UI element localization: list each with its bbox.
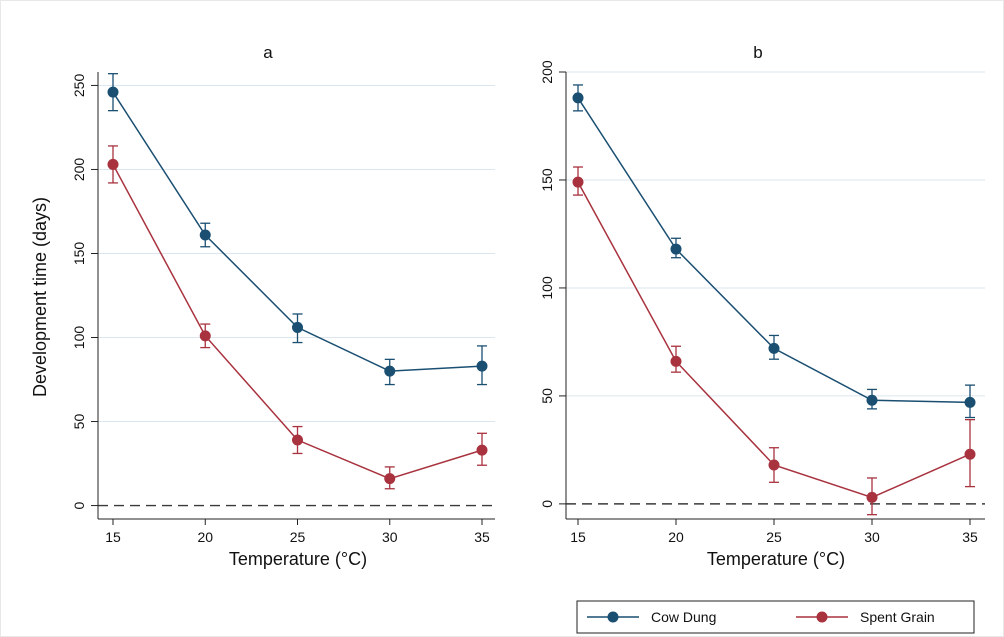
data-point	[670, 355, 682, 367]
data-point	[292, 434, 303, 446]
data-point	[199, 229, 211, 241]
panel-b-point-spent-grain-25	[768, 447, 780, 483]
panel-a-y-axis-title: Development time (days)	[30, 197, 50, 397]
panel-a-x-tick-label-15: 15	[105, 529, 121, 545]
panel-b-series	[572, 84, 976, 516]
panel-b: b 0 50 100 150 200 15 20 25 30 35 Temperature (°…	[539, 43, 985, 569]
legend-box	[576, 600, 975, 634]
legend-marker-cow-dung	[607, 611, 619, 623]
panel-b-x-tick-label-20: 20	[668, 529, 684, 545]
panel-a-point-cow-dung-25	[292, 313, 303, 344]
panel-b-y-tick-label-150: 150	[539, 168, 555, 192]
panel-b-y-ticks: 0 50 100 150 200	[539, 60, 566, 508]
panel-b-x-ticks: 15 20 25 30 35	[570, 519, 978, 545]
legend-item-cow-dung: Cow Dung	[587, 609, 716, 625]
data-point	[572, 92, 584, 104]
panel-a-point-spent-grain-20	[199, 323, 211, 349]
panel-b-x-tick-label-25: 25	[766, 529, 782, 545]
panel-a-point-cow-dung-35	[476, 345, 488, 386]
data-point	[866, 394, 878, 406]
data-point	[107, 86, 119, 98]
panel-b-point-spent-grain-15	[572, 166, 584, 196]
panel-b-x-tick-label-15: 15	[570, 529, 586, 545]
data-point	[384, 365, 396, 377]
data-point	[476, 360, 488, 372]
legend: Cow Dung Spent Grain	[576, 600, 975, 634]
panel-b-point-cow-dung-20	[670, 237, 682, 259]
data-point	[572, 176, 584, 188]
panel-a-title: a	[263, 43, 273, 62]
panel-a-y-tick-label-200: 200	[71, 158, 87, 182]
data-point	[292, 321, 303, 333]
data-point	[384, 473, 396, 485]
panel-a-gridlines	[98, 84, 495, 423]
panel-b-x-tick-label-30: 30	[864, 529, 880, 545]
data-point	[964, 396, 976, 408]
panel-b-point-cow-dung-25	[768, 334, 780, 360]
panel-a-point-spent-grain-35	[476, 432, 488, 466]
panel-b-y-tick-label-50: 50	[539, 388, 555, 404]
panel-a-x-tick-label-20: 20	[197, 529, 213, 545]
data-point	[476, 444, 488, 456]
panel-a-y-tick-label-250: 250	[71, 74, 87, 98]
panel-a-y-tick-label-150: 150	[71, 242, 87, 266]
panel-b-point-cow-dung-15	[572, 84, 584, 112]
panel-a-point-cow-dung-15	[107, 73, 119, 112]
panel-a-point-cow-dung-30	[384, 358, 396, 386]
legend-label-spent-grain: Spent Grain	[860, 609, 935, 625]
panel-b-point-spent-grain-35	[964, 419, 976, 488]
data-point	[866, 491, 878, 503]
legend-item-spent-grain: Spent Grain	[796, 609, 935, 625]
panel-a-series	[107, 73, 488, 490]
panel-b-point-spent-grain-20	[670, 345, 682, 373]
panel-b-point-cow-dung-30	[866, 388, 878, 410]
panel-a-y-ticks: 0 50 100 150 200 250	[71, 74, 98, 509]
panel-b-y-tick-label-100: 100	[539, 276, 555, 300]
data-point	[199, 330, 211, 342]
panel-a-x-ticks: 15 20 25 30 35	[105, 519, 490, 545]
panel-a-x-tick-label-35: 35	[474, 529, 490, 545]
panel-b-x-tick-label-35: 35	[962, 529, 978, 545]
data-point	[107, 158, 119, 170]
panel-b-title: b	[753, 43, 762, 62]
legend-label-cow-dung: Cow Dung	[651, 609, 716, 625]
panel-b-point-spent-grain-30	[866, 477, 878, 516]
data-point	[670, 243, 682, 255]
data-point	[768, 459, 780, 471]
panel-b-y-tick-label-0: 0	[539, 500, 555, 508]
panel-a: a 0 50 100 150 200 250 15 20 25 30 35 Development…	[30, 43, 495, 569]
panel-a-y-tick-label-0: 0	[71, 501, 87, 509]
panel-a-x-tick-label-30: 30	[382, 529, 398, 545]
legend-marker-spent-grain	[816, 611, 828, 623]
panel-b-x-axis-title: Temperature (°C)	[707, 549, 845, 569]
panel-a-point-spent-grain-25	[292, 425, 303, 455]
panel-a-x-axis-title: Temperature (°C)	[229, 549, 367, 569]
data-point	[964, 448, 976, 460]
panel-b-y-tick-label-200: 200	[539, 60, 555, 84]
panel-a-point-spent-grain-15	[107, 145, 119, 184]
panel-b-point-cow-dung-35	[964, 384, 976, 419]
panel-a-y-tick-label-100: 100	[71, 326, 87, 350]
panel-a-y-tick-label-50: 50	[71, 414, 87, 430]
panel-a-x-tick-label-25: 25	[290, 529, 306, 545]
data-point	[768, 342, 780, 354]
panel-a-point-cow-dung-20	[199, 222, 211, 248]
panel-a-point-spent-grain-30	[384, 466, 396, 490]
